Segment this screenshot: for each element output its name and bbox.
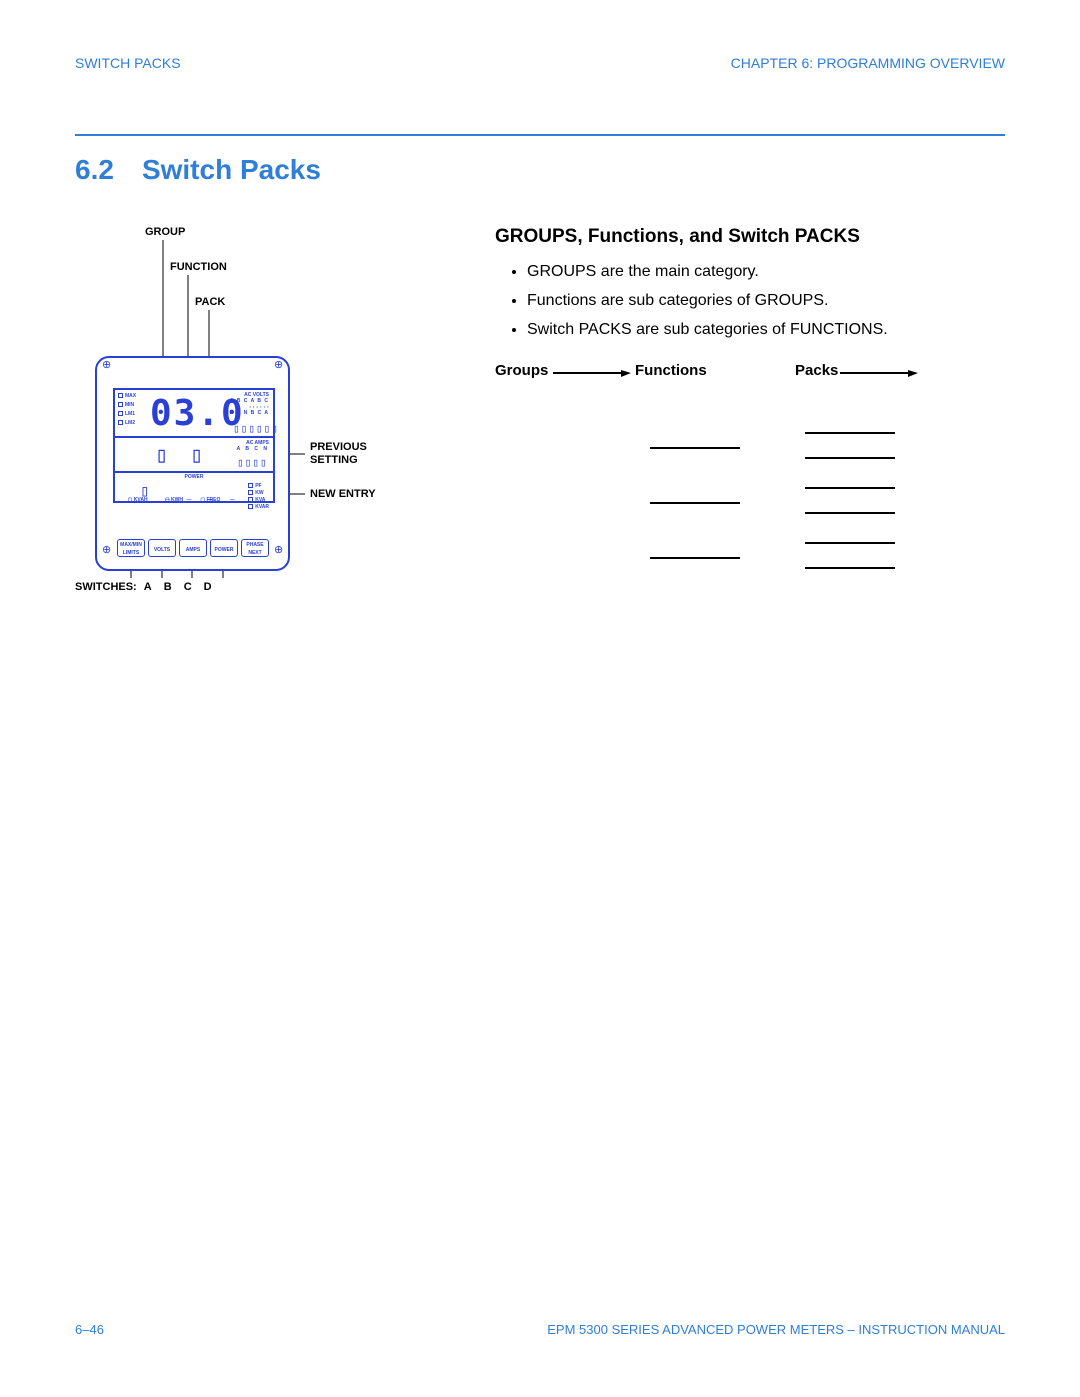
power-kvar: KVAR — [255, 504, 269, 510]
label-freq: FREQ — [206, 497, 220, 503]
btn-amps: AMPS — [179, 539, 207, 557]
screw-icon: ⊕ — [274, 546, 283, 555]
callout-previous: PREVIOUS SETTING — [310, 441, 390, 467]
indicator-min: MIN — [125, 402, 134, 408]
screw-icon: ⊕ — [274, 361, 283, 370]
button-row: MAX/MINLIMITS VOLTS AMPS POWER PHASENEXT — [117, 539, 269, 557]
arrow-icon — [553, 370, 633, 380]
page-footer: 6–46 EPM 5300 SERIES ADVANCED POWER METE… — [75, 1322, 1005, 1337]
hierarchy-packs: Packs — [795, 362, 838, 379]
indicator-column: MAX MIN LM1 LM2 — [118, 392, 136, 428]
power-pf: PF — [255, 483, 261, 489]
switch-a: A — [144, 581, 164, 593]
switch-d: D — [204, 581, 224, 593]
text-column: GROUPS, Functions, and Switch PACKS GROU… — [495, 226, 1005, 612]
section-title: 6.2 Switch Packs — [75, 154, 1005, 186]
blank-line — [650, 447, 740, 449]
switches-text: SWITCHES: — [75, 581, 137, 593]
blank-line — [805, 512, 895, 514]
bullet-item: GROUPS are the main category. — [527, 258, 1005, 285]
acamps-label: AC AMPS A B C N — [237, 440, 269, 452]
switches-label: SWITCHES: ABCD — [75, 581, 224, 593]
seg-bars: ▯▯▯▯▯▯ — [233, 422, 279, 435]
blank-line — [805, 487, 895, 489]
hierarchy-groups: Groups — [495, 362, 548, 379]
blank-line — [805, 567, 895, 569]
hierarchy-functions: Functions — [635, 362, 707, 379]
btn-phase: PHASENEXT — [241, 539, 269, 557]
acvolts-label: AC VOLTS A B C A B C • • • • • • N N N B… — [230, 392, 269, 416]
bullet-item: Switch PACKS are sub categories of FUNCT… — [527, 316, 1005, 343]
power-kva: KVA — [255, 497, 265, 503]
callout-pack: PACK — [195, 296, 225, 308]
indicator-lm1: LM1 — [125, 411, 135, 417]
callout-group: GROUP — [145, 226, 185, 238]
subheading: GROUPS, Functions, and Switch PACKS — [495, 226, 1005, 248]
blank-line — [805, 542, 895, 544]
btn-power: POWER — [210, 539, 238, 557]
power-kw: KW — [255, 490, 263, 496]
header-left: SWITCH PACKS — [75, 55, 181, 71]
seg-digit: ▯ — [155, 443, 168, 468]
hierarchy-row: Groups Functions Packs — [495, 362, 1005, 382]
meter-diagram: ⊕ ⊕ ⊕ ⊕ MAX MIN LM1 LM2 — [95, 356, 310, 571]
blank-line — [805, 432, 895, 434]
label-kvah: KVAH — [134, 497, 148, 503]
power-items: PF KW KVA KVAR — [248, 483, 269, 511]
callout-newentry: NEW ENTRY — [310, 488, 376, 500]
page-header: SWITCH PACKS CHAPTER 6: PROGRAMMING OVER… — [75, 20, 1005, 79]
callout-function: FUNCTION — [170, 261, 227, 273]
btn-maxmin: MAX/MINLIMITS — [117, 539, 145, 557]
footer-right: EPM 5300 SERIES ADVANCED POWER METERS – … — [547, 1322, 1005, 1337]
seg-digit: ▯ — [190, 443, 203, 468]
btn-volts: VOLTS — [148, 539, 176, 557]
blank-lines-area — [495, 432, 1005, 612]
blank-line — [650, 557, 740, 559]
header-right: CHAPTER 6: PROGRAMMING OVERVIEW — [731, 55, 1005, 71]
section-number: 6.2 — [75, 154, 114, 185]
power-label: POWER — [115, 474, 273, 480]
footer-left: 6–46 — [75, 1322, 104, 1337]
label-sub: N N N B C A — [230, 410, 269, 416]
header-rule — [75, 134, 1005, 136]
arrow-icon — [840, 370, 920, 380]
label-kwh: KWH — [171, 497, 183, 503]
indicator-max: MAX — [125, 393, 136, 399]
lcd-panel: MAX MIN LM1 LM2 03.0 AC VOLTS A B C A B … — [113, 388, 275, 503]
blank-line — [650, 502, 740, 504]
section-name: Switch Packs — [142, 154, 321, 185]
switch-c: C — [184, 581, 204, 593]
diagram-column: GROUP FUNCTION PACK — [75, 226, 445, 612]
seg-bars: ▯▯▯▯ — [237, 456, 268, 469]
switch-b: B — [164, 581, 184, 593]
bullet-item: Functions are sub categories of GROUPS. — [527, 287, 1005, 314]
label-sub: A B C N — [237, 446, 269, 452]
bottom-labels: ▢ KVAH ▢ KWH ▢ FREQ — [119, 497, 229, 503]
bullet-list: GROUPS are the main category. Functions … — [495, 258, 1005, 344]
screw-icon: ⊕ — [102, 361, 111, 370]
screw-icon: ⊕ — [102, 546, 111, 555]
indicator-lm2: LM2 — [125, 420, 135, 426]
blank-line — [805, 457, 895, 459]
